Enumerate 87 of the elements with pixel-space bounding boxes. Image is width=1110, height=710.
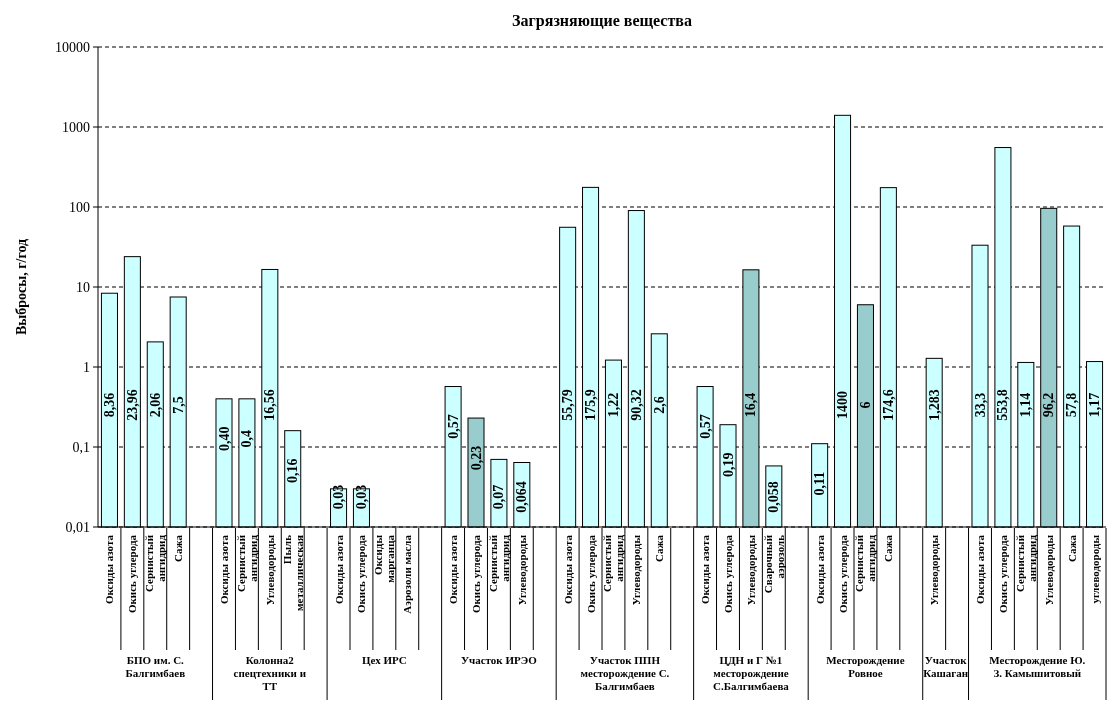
- text: Участок ИРЭО: [460, 654, 538, 666]
- x-tick-label: Сажа: [172, 534, 185, 562]
- data-label: 0,57: [697, 414, 713, 439]
- x-tick-label: Оксиды марганца: [372, 534, 397, 583]
- y-tick-label: 1000: [62, 119, 90, 135]
- data-label: 0,11: [812, 471, 828, 496]
- text: Месторождение Ю. З. Камышитовый: [989, 654, 1086, 679]
- data-label: 55,79: [560, 389, 576, 421]
- x-tick-label: Окись углерода: [996, 534, 1009, 614]
- data-label: 175,9: [583, 389, 599, 421]
- x-tick-label: Оксиды азота: [103, 534, 116, 604]
- x-tick-label: Сажа: [1065, 534, 1078, 562]
- x-tick-label: Сажа: [882, 534, 895, 562]
- x-tick-label: Окись углерода: [470, 534, 482, 614]
- data-label: 23,96: [124, 389, 140, 421]
- y-tick-label: 0,01: [65, 519, 90, 535]
- data-label: 6: [857, 401, 873, 409]
- data-label: 2,6: [651, 396, 667, 414]
- data-label: 0,058: [766, 481, 782, 513]
- y-tick-label: 0,1: [72, 439, 90, 455]
- text: Месторождение Ровное: [826, 654, 905, 679]
- y-tick-label: 100: [69, 199, 90, 215]
- data-label: 2,06: [147, 392, 163, 418]
- x-tick-label: Оксиды азота: [447, 534, 460, 604]
- x-tick-label: Углеводороды: [263, 534, 276, 606]
- data-label: 0,4: [239, 430, 255, 448]
- data-label: 0,57: [445, 414, 461, 439]
- data-label: 0,064: [514, 481, 530, 513]
- data-label: 1,14: [1018, 392, 1034, 418]
- data-label: 0,23: [468, 445, 484, 471]
- text: Участок ППН месторождение С. Балгимбаев: [580, 654, 670, 692]
- x-tick-label: Оксиды азота: [699, 534, 712, 604]
- y-axis-title: Выбросы, г/год: [14, 238, 29, 336]
- x-tick-label: Оксиды азота: [218, 534, 230, 604]
- x-tick-label: углеводороды: [1088, 534, 1101, 604]
- data-label: 1400: [835, 391, 851, 419]
- x-tick-label: Окись углерода: [584, 534, 597, 614]
- chart-title: Загрязняющие вещества: [512, 12, 692, 30]
- text: Цех ИРС: [361, 654, 407, 666]
- x-tick-label: Углеводороды: [1042, 534, 1055, 606]
- x-tick-label: Сернистый ангидрид: [486, 534, 511, 592]
- text: БПО им. С. Балгимбаев: [125, 654, 186, 679]
- x-tick-label: Оксиды азота: [561, 534, 574, 604]
- data-label: 0,03: [353, 484, 369, 510]
- data-label: 553,8: [995, 389, 1011, 421]
- text: Колонна2 спецтехники и ТТ: [233, 654, 307, 692]
- data-label: 96,2: [1041, 392, 1057, 418]
- data-label: 0,03: [331, 484, 347, 510]
- data-label: 90,32: [628, 389, 644, 421]
- y-tick-label: 10000: [55, 39, 90, 55]
- x-tick-label: Сернистый ангидрид: [143, 534, 168, 592]
- x-tick-label: Углеводороды: [928, 534, 941, 606]
- data-label: 57,8: [1064, 392, 1080, 418]
- x-tick-label: Сернистый ангидрид: [853, 534, 878, 592]
- data-label: 0,07: [491, 484, 507, 510]
- x-tick-label: Окись углерода: [722, 534, 734, 614]
- x-tick-label: Углеводороды: [744, 534, 757, 606]
- data-label: 1,17: [1087, 392, 1103, 418]
- text: Участок Кашаган: [923, 654, 969, 679]
- x-tick-label: Аэрозоли масла: [401, 534, 414, 614]
- data-label: 16,4: [743, 392, 759, 418]
- data-label: 0,40: [216, 426, 232, 452]
- x-tick-label: Сернистый ангидрид: [601, 534, 626, 592]
- x-tick-label: Углеводороды: [630, 534, 643, 606]
- data-label: 1,283: [926, 389, 942, 421]
- x-tick-label: Оксиды азота: [332, 534, 345, 604]
- data-label: 0,19: [720, 452, 736, 477]
- x-tick-label: Сажа: [653, 534, 666, 562]
- y-tick-label: 10: [76, 279, 90, 295]
- data-label: 174,6: [880, 389, 896, 421]
- y-tick-label: 1: [83, 359, 90, 375]
- data-label: 0,16: [285, 458, 301, 483]
- x-tick-label: Окись углерода: [355, 534, 368, 614]
- x-tick-label: Оксиды азота: [813, 534, 826, 604]
- data-label: 33,3: [972, 392, 988, 418]
- data-label: 8,36: [101, 392, 117, 418]
- data-label: 1,22: [605, 392, 621, 418]
- text: ЦДН и Г №1 месторождение С.Балгимбаева: [712, 654, 790, 692]
- x-tick-label: Углеводороды: [515, 534, 528, 606]
- x-tick-label: Окись углерода: [126, 534, 139, 614]
- x-tick-label: Сварочный аэрозоль: [761, 534, 786, 594]
- x-tick-label: Окись углерода: [836, 534, 849, 614]
- x-tick-label: Сернистый ангидрид: [1013, 534, 1038, 592]
- data-label: 7,5: [170, 396, 186, 414]
- x-tick-label: Сернистый ангидрид: [234, 534, 259, 592]
- x-tick-label: Оксиды азота: [974, 534, 986, 604]
- data-label: 16,56: [262, 389, 278, 421]
